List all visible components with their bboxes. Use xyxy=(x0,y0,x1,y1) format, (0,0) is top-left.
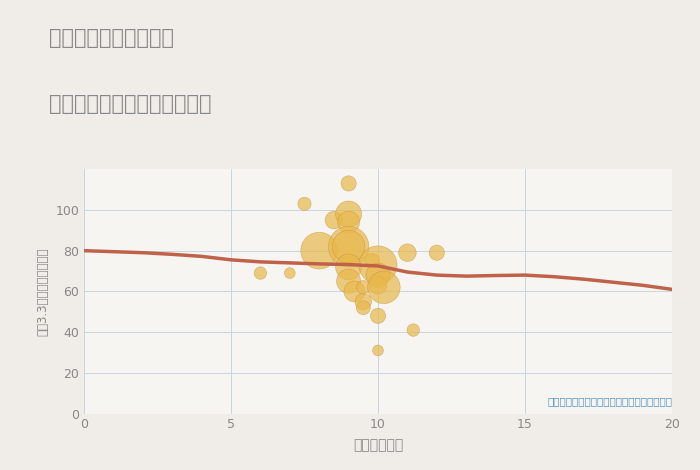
Point xyxy=(358,304,369,312)
X-axis label: 駅距離（分）: 駅距離（分） xyxy=(353,439,403,453)
Text: 駅距離別中古マンション価格: 駅距離別中古マンション価格 xyxy=(49,94,211,114)
Text: 兵庫県宝塚市山本南の: 兵庫県宝塚市山本南の xyxy=(49,28,174,48)
Point xyxy=(343,243,354,251)
Point xyxy=(343,210,354,218)
Point xyxy=(358,298,369,306)
Point xyxy=(407,326,419,334)
Point xyxy=(358,283,369,291)
Point xyxy=(343,277,354,285)
Point xyxy=(328,216,339,224)
Point xyxy=(372,271,384,279)
Point xyxy=(378,283,389,291)
Text: 円の大きさは、取引のあった物件面積を示す: 円の大きさは、取引のあった物件面積を示す xyxy=(547,396,672,406)
Point xyxy=(343,219,354,226)
Y-axis label: 坪（3.3㎡）単価（万円）: 坪（3.3㎡）単価（万円） xyxy=(36,247,50,336)
Point xyxy=(343,263,354,271)
Point xyxy=(372,312,384,320)
Point xyxy=(372,282,384,289)
Point xyxy=(402,249,413,257)
Point xyxy=(372,261,384,269)
Point xyxy=(299,200,310,208)
Point xyxy=(314,247,325,254)
Point xyxy=(349,288,360,295)
Point xyxy=(372,347,384,354)
Point xyxy=(343,243,354,251)
Point xyxy=(343,180,354,187)
Point xyxy=(431,249,442,257)
Point xyxy=(255,269,266,277)
Point xyxy=(284,269,295,277)
Point xyxy=(367,257,378,265)
